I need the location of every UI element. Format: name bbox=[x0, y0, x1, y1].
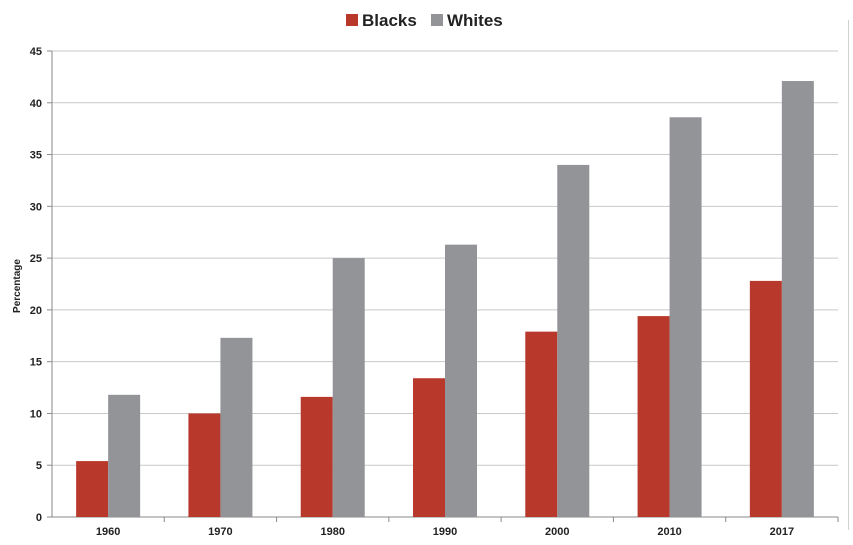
y-tick-label: 5 bbox=[36, 460, 42, 472]
bar-whites-1970 bbox=[220, 337, 253, 517]
x-tick-label: 2017 bbox=[770, 526, 794, 538]
legend-label-whites: Whites bbox=[447, 11, 503, 30]
legend-label-blacks: Blacks bbox=[362, 11, 417, 30]
bar-whites-1960 bbox=[108, 394, 141, 517]
bar-blacks-1980 bbox=[300, 396, 333, 517]
x-tick-label: 2010 bbox=[657, 526, 681, 538]
y-tick-label: 45 bbox=[30, 46, 42, 58]
legend-swatch-whites bbox=[431, 14, 443, 26]
legend-swatch-blacks bbox=[346, 14, 358, 26]
y-tick-label: 30 bbox=[30, 201, 42, 213]
bar-blacks-1970 bbox=[188, 413, 221, 517]
bar-whites-2017 bbox=[781, 81, 814, 517]
bar-blacks-1990 bbox=[413, 378, 445, 517]
x-tick-label: 1990 bbox=[433, 526, 457, 538]
x-tick-label: 1960 bbox=[96, 526, 120, 538]
y-tick-label: 25 bbox=[30, 253, 42, 265]
x-tick-label: 1970 bbox=[208, 526, 232, 538]
y-tick-label: 15 bbox=[30, 357, 42, 369]
x-tick-label: 2000 bbox=[545, 526, 569, 538]
legend: Blacks Whites bbox=[346, 11, 503, 30]
bar-blacks-2000 bbox=[525, 331, 558, 517]
bars bbox=[76, 81, 814, 517]
y-tick-label: 10 bbox=[30, 408, 42, 420]
y-tick-label: 40 bbox=[30, 98, 42, 110]
bar-blacks-2017 bbox=[749, 280, 782, 517]
bar-whites-2010 bbox=[669, 117, 702, 517]
x-tick-label: 1980 bbox=[320, 526, 344, 538]
bar-blacks-2010 bbox=[637, 316, 670, 517]
y-axis-title: Percentage bbox=[12, 259, 23, 313]
bar-blacks-1960 bbox=[76, 461, 109, 517]
y-tick-label: 20 bbox=[30, 305, 42, 317]
y-tick-label: 35 bbox=[30, 150, 42, 162]
y-tick-label: 0 bbox=[36, 512, 42, 524]
frame-edge bbox=[848, 20, 849, 530]
bar-whites-2000 bbox=[557, 164, 590, 517]
bar-whites-1980 bbox=[332, 258, 365, 517]
bar-whites-1990 bbox=[445, 244, 477, 517]
